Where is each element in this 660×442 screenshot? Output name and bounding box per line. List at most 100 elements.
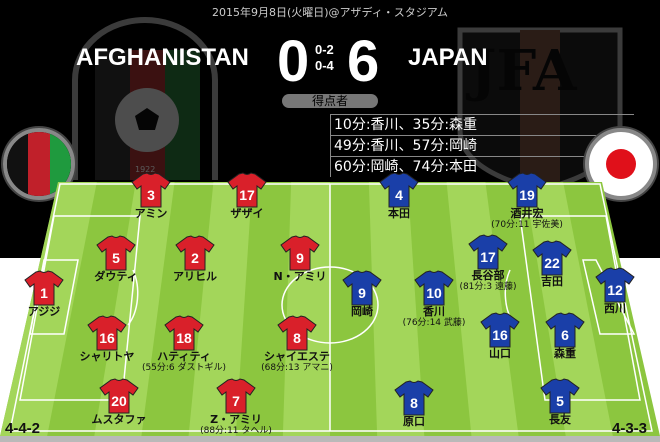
shirt-number: 22 bbox=[544, 255, 560, 271]
shirt-icon: 8 bbox=[277, 315, 317, 351]
scorer-line: 60分:岡崎、74分:本田 bbox=[330, 156, 634, 177]
home-score: 0 bbox=[277, 29, 310, 94]
shirt-icon: 10 bbox=[414, 270, 454, 306]
player-name: ハティティ bbox=[157, 350, 211, 363]
shirt-icon: 17 bbox=[468, 234, 508, 270]
shirt-number: 2 bbox=[191, 250, 199, 266]
player-name: 原口 bbox=[403, 415, 425, 428]
shirt-icon: 5 bbox=[540, 378, 580, 414]
header-background: 1922 JFA bbox=[0, 0, 660, 258]
substitution: (70分:11 宇佐美) bbox=[491, 220, 563, 230]
svg-text:1922: 1922 bbox=[135, 165, 155, 174]
player-name: 香川 bbox=[423, 305, 445, 318]
player-name: 酒井宏 bbox=[510, 207, 544, 220]
shirt-number: 17 bbox=[480, 249, 496, 265]
shirt-number: 4 bbox=[395, 187, 403, 203]
shirt-number: 5 bbox=[112, 250, 120, 266]
player-name: N・アミリ bbox=[273, 270, 327, 283]
second-half-score: 0-4 bbox=[315, 58, 334, 73]
shirt-number: 16 bbox=[99, 330, 115, 346]
shirt-number: 18 bbox=[176, 330, 192, 346]
away-formation: 4-3-3 bbox=[612, 420, 648, 437]
pitch-stripe bbox=[0, 182, 97, 436]
pitch-stripe bbox=[94, 182, 175, 436]
shirt-icon: 8 bbox=[394, 380, 434, 416]
player-name: 岡崎 bbox=[351, 305, 373, 318]
shirt-number: 3 bbox=[147, 187, 155, 203]
player-away: 22 吉田 bbox=[502, 240, 602, 288]
shirt-number: 9 bbox=[358, 285, 366, 301]
player-away: 9 岡崎 bbox=[312, 270, 412, 318]
bottom-bar bbox=[0, 436, 660, 442]
player-home: 20 ムスタファ bbox=[69, 378, 169, 426]
player-name: 山口 bbox=[489, 347, 511, 360]
player-home: 9 N・アミリ bbox=[250, 235, 350, 283]
player-name: ダウティ bbox=[94, 270, 138, 283]
player-name: アジジ bbox=[27, 305, 61, 318]
player-away: 5 長友 bbox=[510, 378, 610, 426]
player-home: 5 ダウティ bbox=[66, 235, 166, 283]
home-team-name: AFGHANISTAN bbox=[76, 44, 249, 71]
player-home: 8 シャイエステ (68分:13 アマニ) bbox=[247, 315, 347, 373]
shirt-icon: 6 bbox=[545, 312, 585, 348]
player-name: 本田 bbox=[388, 207, 410, 220]
player-name: シャリトヤ bbox=[79, 350, 135, 363]
scorers-list: 10分:香川、35分:森重 49分:香川、57分:岡崎 60分:岡崎、74分:本… bbox=[330, 114, 634, 177]
pitch-stripe bbox=[188, 182, 253, 436]
player-away: 4 本田 bbox=[349, 172, 449, 220]
first-half-score: 0-2 bbox=[315, 42, 334, 57]
player-away: 17 長谷部 (81分:3 遠藤) bbox=[438, 234, 538, 292]
jfa-crest-watermark: JFA bbox=[457, 27, 623, 190]
player-name: アリヒル bbox=[173, 270, 217, 283]
player-name: アミン bbox=[134, 207, 168, 220]
player-away: 16 山口 bbox=[450, 312, 550, 360]
shirt-icon: 9 bbox=[342, 270, 382, 306]
player-home: 1 アジジ bbox=[0, 270, 94, 318]
player-name: 森重 bbox=[554, 347, 576, 360]
shirt-number: 19 bbox=[519, 187, 535, 203]
substitution: (76分:14 武藤) bbox=[402, 318, 466, 328]
player-home: 16 シャリトヤ bbox=[57, 315, 157, 363]
substitution: (55分:6 ダストギル) bbox=[141, 363, 227, 373]
player-name: Z・アミリ bbox=[210, 413, 262, 426]
scorer-line: 49分:香川、57分:岡崎 bbox=[330, 135, 634, 156]
player-away: 8 原口 bbox=[364, 380, 464, 428]
shirt-icon: 4 bbox=[379, 172, 419, 208]
substitution: (88分:11 タヘル) bbox=[200, 426, 272, 436]
player-away: 6 森重 bbox=[515, 312, 615, 360]
svg-text:JFA: JFA bbox=[465, 38, 578, 104]
player-name: ムスタファ bbox=[91, 413, 147, 426]
afghanistan-crest-watermark: 1922 bbox=[72, 17, 218, 180]
home-formation: 4-4-2 bbox=[5, 420, 41, 437]
player-name: ザザイ bbox=[230, 207, 264, 220]
shirt-number: 7 bbox=[232, 393, 240, 409]
shirt-number: 6 bbox=[561, 327, 569, 343]
shirt-icon: 3 bbox=[131, 172, 171, 208]
player-name: 長友 bbox=[549, 413, 571, 426]
shirt-number: 17 bbox=[239, 187, 255, 203]
shirt-icon: 22 bbox=[532, 240, 572, 276]
player-home: 18 ハティティ (55分:6 ダストギル) bbox=[134, 315, 234, 373]
shirt-icon: 16 bbox=[480, 312, 520, 348]
pitch-stripe bbox=[368, 182, 425, 436]
player-away: 10 香川 (76分:14 武藤) bbox=[384, 270, 484, 328]
substitution: (68分:13 アマニ) bbox=[261, 363, 333, 373]
player-name: 吉田 bbox=[541, 275, 563, 288]
away-team-name: JAPAN bbox=[408, 44, 488, 71]
shirt-number: 5 bbox=[556, 393, 564, 409]
shirt-icon: 19 bbox=[507, 172, 547, 208]
player-home: 3 アミン bbox=[101, 172, 201, 220]
shirt-icon: 17 bbox=[227, 172, 267, 208]
player-home: 2 アリヒル bbox=[145, 235, 245, 283]
shirt-number: 8 bbox=[293, 330, 301, 346]
player-home: 7 Z・アミリ (88分:11 タヘル) bbox=[186, 378, 286, 436]
shirt-icon: 1 bbox=[24, 270, 64, 306]
substitution: (81分:3 遠藤) bbox=[459, 282, 517, 292]
shirt-icon: 7 bbox=[216, 378, 256, 414]
shirt-number: 12 bbox=[607, 282, 623, 298]
shirt-icon: 5 bbox=[96, 235, 136, 271]
player-name: 長谷部 bbox=[471, 269, 505, 282]
shirt-number: 9 bbox=[296, 250, 304, 266]
shirt-icon: 16 bbox=[87, 315, 127, 351]
player-name: 西川 bbox=[604, 302, 626, 315]
